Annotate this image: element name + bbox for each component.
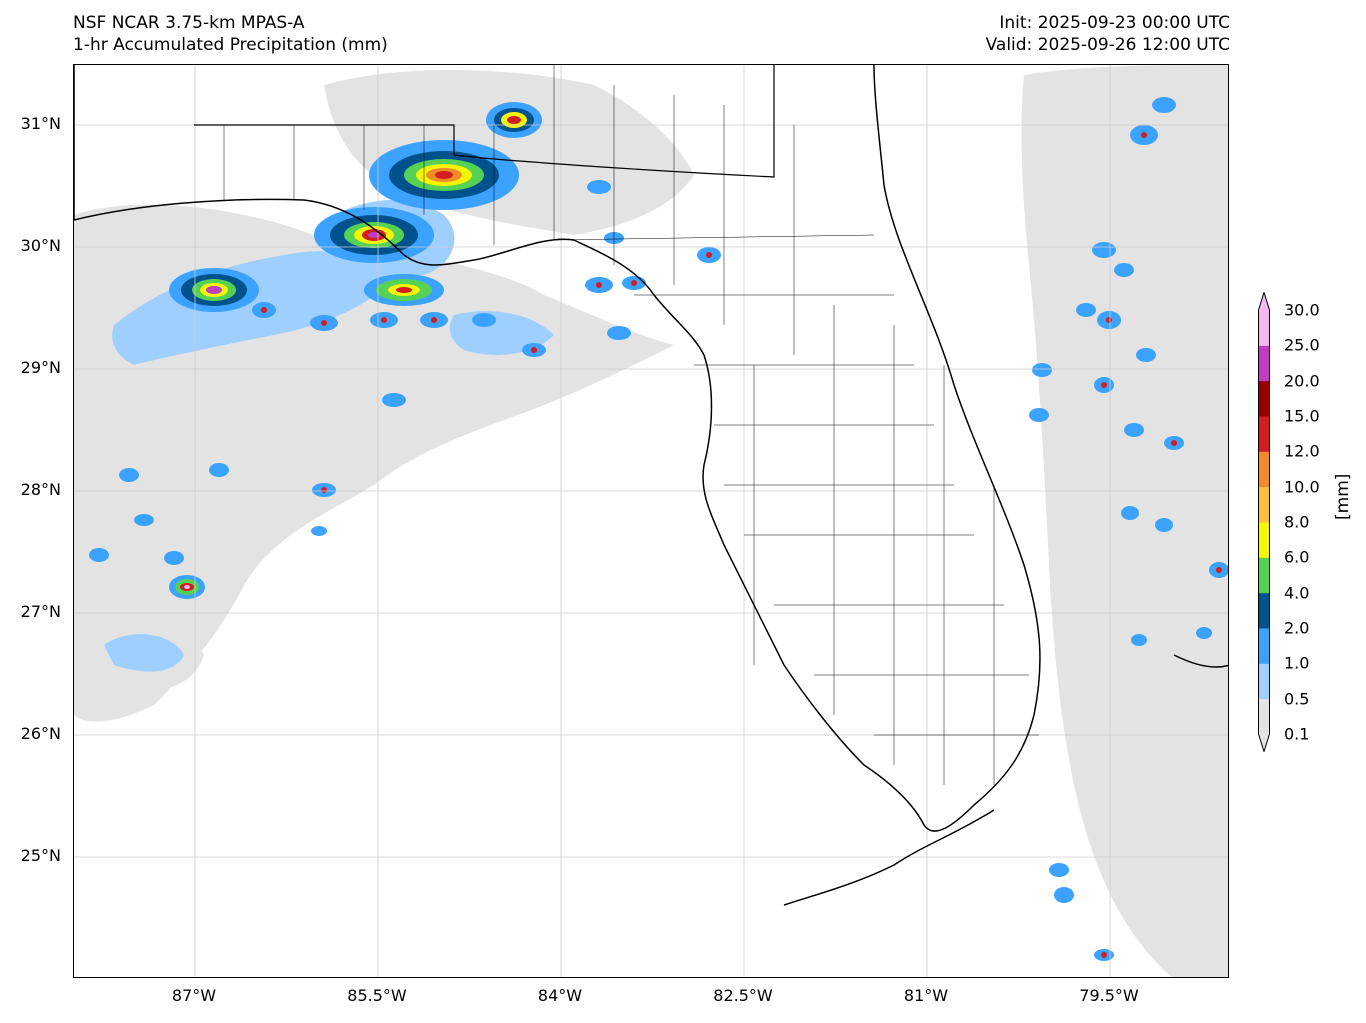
colorbar-segment (1258, 486, 1270, 523)
lat-label-28: 28°N (20, 480, 61, 499)
colorbar-segment (1258, 310, 1270, 346)
scattered-cell-cores (261, 252, 712, 493)
time-info: Init: 2025-09-23 00:00 UTC Valid: 2025-0… (986, 12, 1230, 56)
colorbar-level-label: 6.0 (1284, 547, 1310, 567)
colorbar-segment (1258, 416, 1270, 452)
field-name: 1-hr Accumulated Precipitation (mm) (73, 35, 388, 55)
colorbar-segment (1258, 628, 1270, 664)
colorbar (1258, 292, 1270, 752)
colorbar-unit: [mm] (1333, 473, 1353, 520)
colorbar-extend-low (1258, 734, 1270, 752)
county-lines (223, 65, 1039, 785)
valid-time: Valid: 2025-09-26 12:00 UTC (985, 35, 1230, 55)
colorbar-level-label: 15.0 (1284, 406, 1320, 426)
colorbar-segment (1258, 451, 1270, 488)
colorbar-extend-high (1258, 292, 1270, 310)
colorbar-segment (1258, 557, 1270, 594)
colorbar-level-label: 8.0 (1284, 512, 1310, 532)
lon-label-87: 87°W (171, 986, 217, 1005)
colorbar-level-label: 30.0 (1284, 300, 1320, 320)
lon-label-81: 81°W (903, 986, 949, 1005)
colorbar-segment (1258, 522, 1270, 558)
lat-label-26: 26°N (20, 724, 61, 743)
light-precip-areas (74, 65, 1228, 977)
colorbar-level-label: 0.1 (1284, 724, 1310, 744)
lat-label-25: 25°N (20, 846, 61, 865)
lon-label-85-5: 85.5°W (347, 986, 407, 1005)
colorbar-level-label: 25.0 (1284, 335, 1320, 355)
lat-label-29: 29°N (20, 358, 61, 377)
model-name: NSF NCAR 3.75-km MPAS-A (73, 13, 305, 33)
colorbar-level-label: 20.0 (1284, 371, 1320, 391)
colorbar-level-label: 12.0 (1284, 441, 1320, 461)
scattered-east-cores (1101, 132, 1222, 958)
colorbar-level-label: 1.0 (1284, 653, 1310, 673)
colorbar-level-label: 10.0 (1284, 477, 1320, 497)
init-time: Init: 2025-09-23 00:00 UTC (999, 13, 1230, 33)
map-title: NSF NCAR 3.75-km MPAS-A 1-hr Accumulated… (73, 12, 388, 56)
colorbar-segment (1258, 345, 1270, 382)
precip-map (74, 65, 1228, 977)
colorbar-level-label: 0.5 (1284, 689, 1310, 709)
lat-label-27: 27°N (20, 602, 61, 621)
lon-label-79-5: 79.5°W (1079, 986, 1139, 1005)
coastlines (74, 65, 1228, 906)
colorbar-segment (1258, 380, 1270, 417)
colorbar-segment (1258, 663, 1270, 700)
lon-label-82-5: 82.5°W (713, 986, 773, 1005)
lat-label-30: 30°N (20, 236, 61, 255)
map-panel (73, 64, 1229, 978)
lat-label-31: 31°N (20, 114, 61, 133)
colorbar-level-label: 2.0 (1284, 618, 1310, 638)
colorbar-level-label: 4.0 (1284, 583, 1310, 603)
colorbar-segment (1258, 592, 1270, 629)
storm-cells (89, 97, 1228, 961)
colorbar-segment (1258, 698, 1270, 735)
lon-label-84: 84°W (537, 986, 583, 1005)
